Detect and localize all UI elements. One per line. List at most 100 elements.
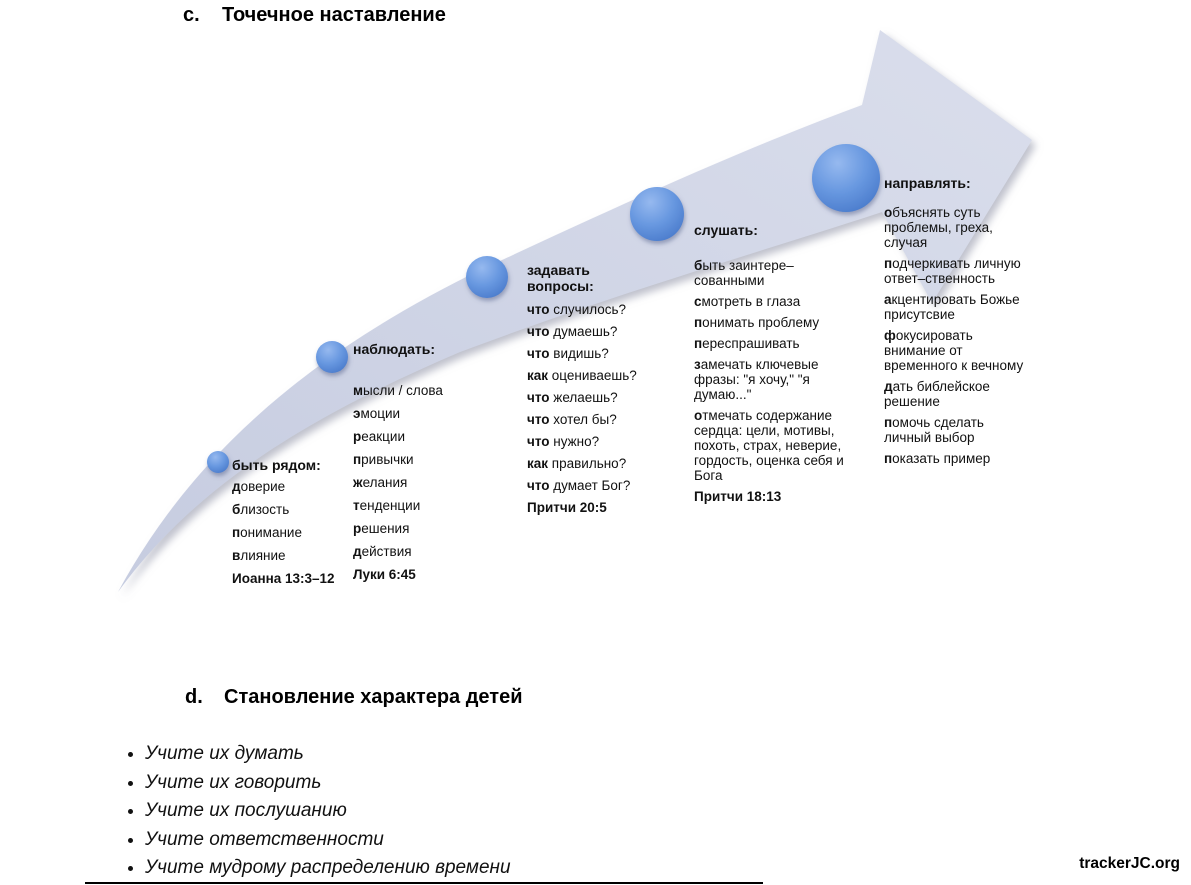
stage-item-lead: м xyxy=(353,383,363,398)
stage-item-lead: в xyxy=(232,548,241,563)
stage-item-lead: а xyxy=(884,292,892,307)
stage-item: действия xyxy=(353,544,412,559)
bullet-item: Учите их думать xyxy=(145,740,511,769)
section-d-title: Становление характера детей xyxy=(224,686,523,708)
stage-column-zadavat-voprosy: задавать вопросы: что случилось? что думае… xyxy=(527,262,659,522)
stage-column-napravlyat: направлять: объяснять суть проблемы, грех… xyxy=(884,175,1034,472)
stage-label: слушать: xyxy=(694,222,758,238)
cutoff-content-line xyxy=(85,882,763,884)
stage-item: мысли / слова xyxy=(353,383,443,398)
stage-item: отмечать содержание сердца: цели, мотивы… xyxy=(694,408,844,483)
stage-item: как правильно? xyxy=(527,456,627,471)
stage-item-lead: д xyxy=(884,379,893,394)
stage-item: влияние xyxy=(232,548,286,563)
stage-item-lead: что xyxy=(527,412,550,427)
stage-item: смотреть в глаза xyxy=(694,294,801,309)
stage-item: тенденции xyxy=(353,498,421,513)
stage-item-lead: д xyxy=(353,544,362,559)
stage-item-lead: что xyxy=(527,390,550,405)
stage-item-lead: п xyxy=(884,451,893,466)
stage-item: решения xyxy=(353,521,410,536)
character-bullet-list: Учите их думатьУчите их говоритьУчите их… xyxy=(113,740,511,883)
stage-label: быть рядом: xyxy=(232,457,321,473)
stage-item-lead: б xyxy=(694,258,703,273)
stage-item-lead: о xyxy=(694,408,703,423)
stage-item-lead: п xyxy=(353,452,362,467)
stage-reference: Притчи 18:13 xyxy=(694,489,782,504)
stage-item-lead: что xyxy=(527,434,550,449)
stage-item-lead: т xyxy=(353,498,360,513)
stage-item-lead: как xyxy=(527,456,549,471)
stage-item: привычки xyxy=(353,452,414,467)
bullet-item: Учите их говорить xyxy=(145,769,511,798)
stage-item: акцентировать Божье присутсвие xyxy=(884,292,1020,322)
stage-item: объяснять суть проблемы, греха, случая xyxy=(884,205,993,250)
stage-column-byt-ryadom: быть рядом: доверие близость понимание влиян… xyxy=(232,457,350,594)
stage-item: фокусировать внимание от временного к ве… xyxy=(884,328,1024,373)
stage-reference: Луки 6:45 xyxy=(353,567,416,582)
stage-item: быть заинтере–сованными xyxy=(694,258,794,288)
stage-item-lead: что xyxy=(527,324,550,339)
stage-item-lead: что xyxy=(527,478,550,493)
stage-item-lead: п xyxy=(232,525,241,540)
stage-item: переспрашивать xyxy=(694,336,800,351)
stage-item: понимать проблему xyxy=(694,315,820,330)
stage-item: как оцениваешь? xyxy=(527,368,637,383)
bullet-item: Учите мудрому распределению времени xyxy=(145,854,511,883)
stage-item: что желаешь? xyxy=(527,390,618,405)
stage-item-lead: п xyxy=(694,315,703,330)
stage-label: наблюдать: xyxy=(353,341,436,357)
stage-item: что хотел бы? xyxy=(527,412,617,427)
stage-reference: Притчи 20:5 xyxy=(527,500,607,515)
stage-item: показать пример xyxy=(884,451,991,466)
stage-item: замечать ключевые фразы: "я хочу," "я ду… xyxy=(694,357,819,402)
stage-item-lead: ж xyxy=(353,475,363,490)
stage-sphere-5 xyxy=(812,144,880,212)
stage-item: желания xyxy=(353,475,408,490)
stage-item-lead: как xyxy=(527,368,549,383)
stage-item-lead: б xyxy=(232,502,241,517)
section-c-title: Точечное наставление xyxy=(222,4,446,26)
stage-item-lead: э xyxy=(353,406,361,421)
bullet-item: Учите ответственности xyxy=(145,826,511,855)
stage-item-lead: о xyxy=(884,205,893,220)
stage-sphere-1 xyxy=(207,451,229,473)
stage-item: реакции xyxy=(353,429,405,444)
stage-label: задавать вопросы: xyxy=(527,262,594,294)
stage-item: подчеркивать личную ответ–ственность xyxy=(884,256,1021,286)
stage-item: эмоции xyxy=(353,406,401,421)
stage-sphere-2 xyxy=(316,341,348,373)
stage-column-nablyudat: наблюдать: мысли / слова эмоции реакции прив… xyxy=(353,341,475,590)
stage-item: понимание xyxy=(232,525,302,540)
footer-site-text: trackerJC.org xyxy=(1079,855,1180,872)
stage-item-lead: что xyxy=(527,302,550,317)
stage-item-lead: что xyxy=(527,346,550,361)
stage-reference: Иоанна 13:3–12 xyxy=(232,571,335,586)
stage-item-lead: п xyxy=(884,256,893,271)
stage-item: близость xyxy=(232,502,290,517)
stage-item: что видишь? xyxy=(527,346,609,361)
section-c-index: c. xyxy=(183,4,200,26)
stage-item-lead: р xyxy=(353,429,362,444)
stage-column-slushat: слушать: быть заинтере–сованными смотреть … xyxy=(694,222,854,510)
stage-item-lead: п xyxy=(694,336,703,351)
stage-item: что думаешь? xyxy=(527,324,618,339)
stage-item: помочь сделать личный выбор xyxy=(884,415,984,445)
stage-sphere-4 xyxy=(630,187,684,241)
stage-item: доверие xyxy=(232,479,286,494)
stage-item-lead: д xyxy=(232,479,241,494)
bullet-item: Учите их послушанию xyxy=(145,797,511,826)
stage-sphere-3 xyxy=(466,256,508,298)
stage-item-lead: р xyxy=(353,521,362,536)
stage-item: дать библейское решение xyxy=(884,379,990,409)
stage-item-lead: п xyxy=(884,415,893,430)
stage-item-lead: с xyxy=(694,294,702,309)
stage-item-lead: з xyxy=(694,357,701,372)
stage-item: что нужно? xyxy=(527,434,600,449)
stage-item: что случилось? xyxy=(527,302,627,317)
stage-item-lead: ф xyxy=(884,328,896,343)
section-d-index: d. xyxy=(185,686,203,708)
stage-item: что думает Бог? xyxy=(527,478,631,493)
